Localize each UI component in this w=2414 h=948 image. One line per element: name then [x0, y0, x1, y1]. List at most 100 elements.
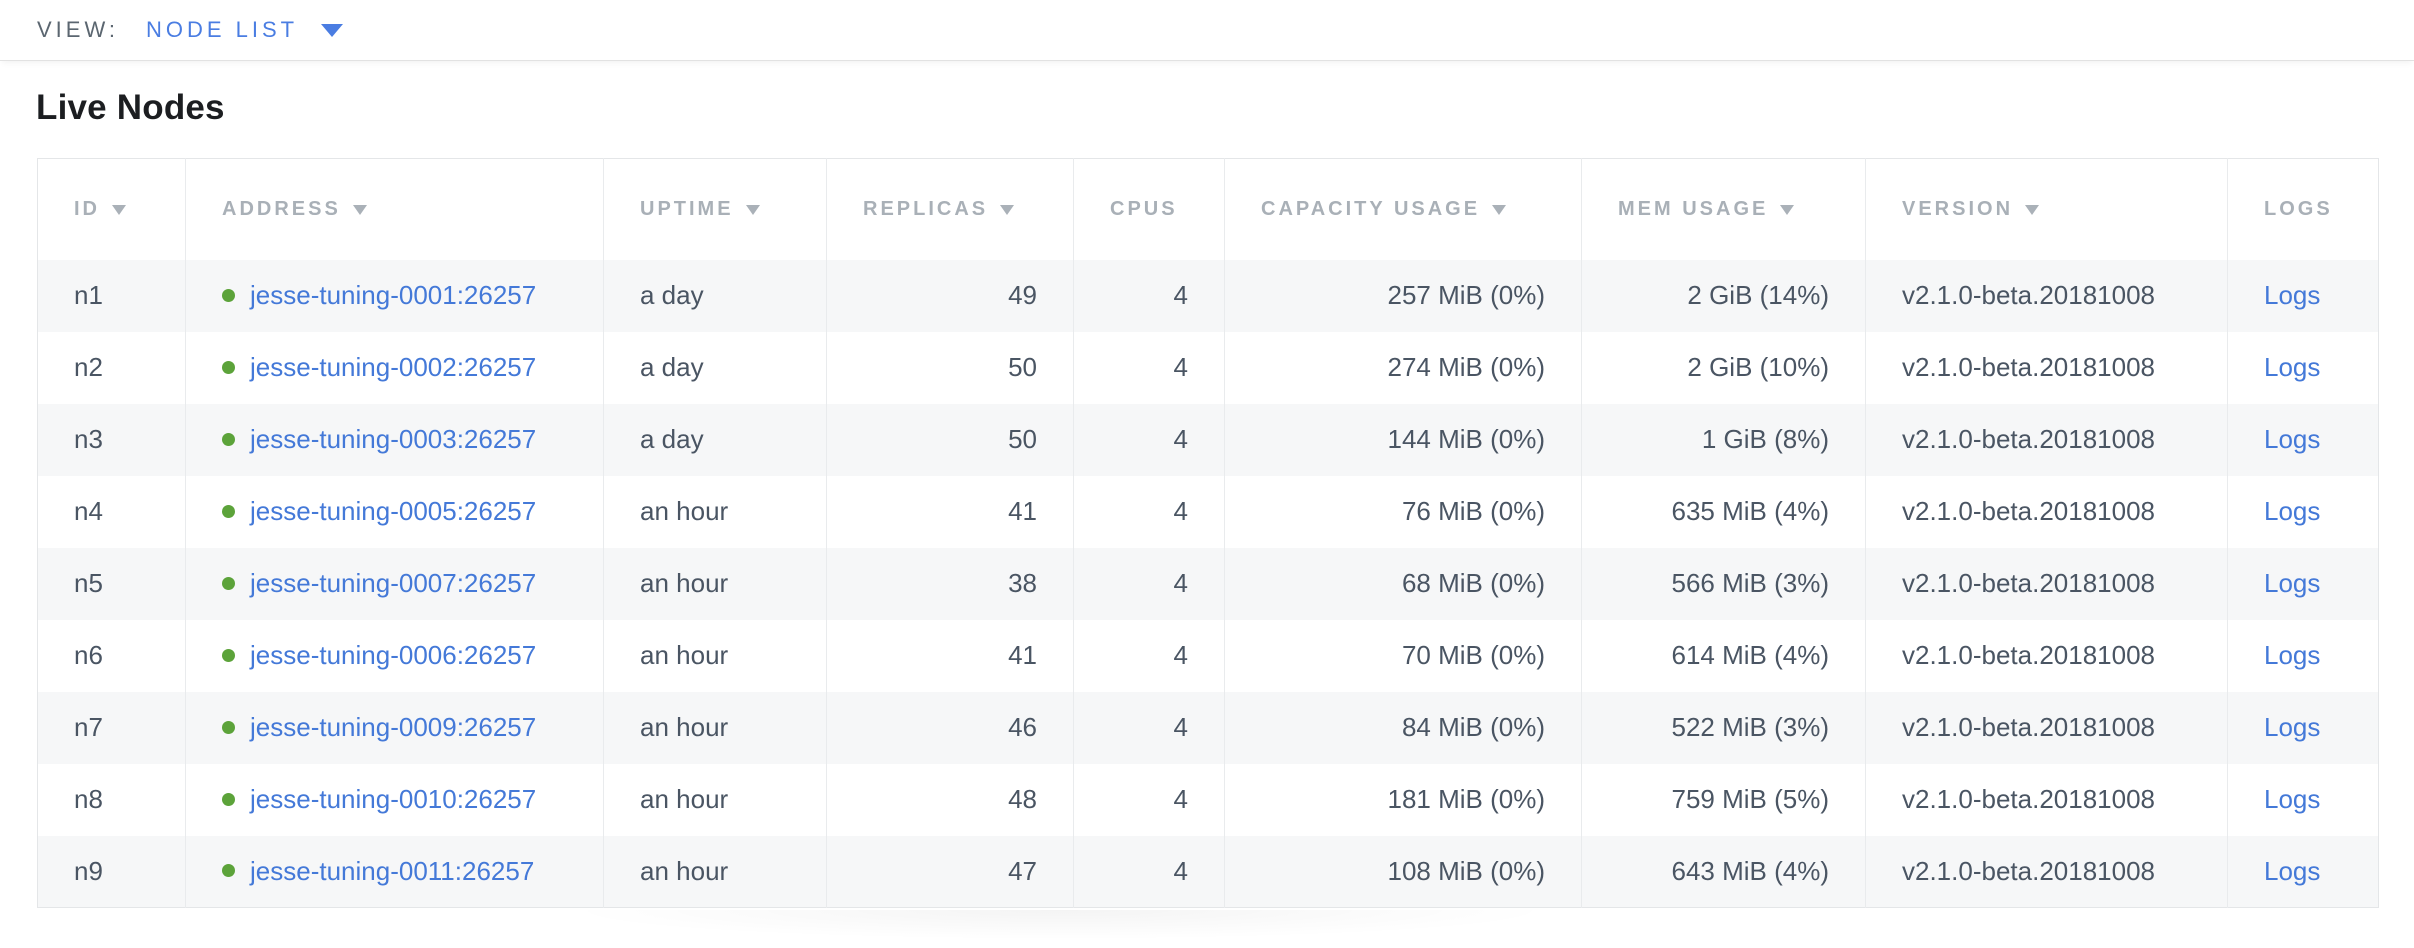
- table-row: n3 jesse-tuning-0003:26257 a day 50 4 144 MiB…: [37, 403, 2379, 476]
- node-mem-cell: 643 MiB (4%): [1581, 835, 1866, 908]
- node-version-cell: v2.1.0-beta.20181008: [1865, 691, 2228, 764]
- node-logs-cell: Logs: [2228, 260, 2379, 332]
- sort-desc-icon: [1780, 204, 1795, 215]
- column-header-replicas[interactable]: REPLICAS: [826, 158, 1074, 260]
- column-header-id[interactable]: ID: [37, 158, 186, 260]
- column-header-label: REPLICAS: [863, 197, 989, 220]
- node-mem-cell: 635 MiB (4%): [1581, 475, 1866, 548]
- chevron-down-icon: [321, 23, 344, 37]
- logs-link[interactable]: Logs: [2264, 280, 2321, 310]
- node-address-link[interactable]: jesse-tuning-0006:26257: [250, 640, 537, 670]
- node-address-cell: jesse-tuning-0007:26257: [185, 547, 604, 620]
- node-address-link[interactable]: jesse-tuning-0005:26257: [250, 496, 537, 526]
- table-row: n5 jesse-tuning-0007:26257 an hour 38 4 68 Mi…: [37, 547, 2379, 620]
- node-mem-cell: 759 MiB (5%): [1581, 763, 1866, 836]
- table-row: n9 jesse-tuning-0011:26257 an hour 47 4 108 M…: [37, 835, 2379, 908]
- node-id-cell: n5: [37, 547, 186, 620]
- column-header-label: ADDRESS: [222, 197, 341, 220]
- node-address-link[interactable]: jesse-tuning-0007:26257: [250, 568, 537, 598]
- node-address-cell: jesse-tuning-0002:26257: [185, 331, 604, 404]
- logs-link[interactable]: Logs: [2264, 352, 2321, 382]
- table-row: n1 jesse-tuning-0001:26257 a day 49 4 257 MiB…: [37, 259, 2379, 332]
- node-address-cell: jesse-tuning-0006:26257: [185, 619, 604, 692]
- column-header-address[interactable]: ADDRESS: [185, 158, 604, 260]
- view-selected-value: NODE LIST: [145, 17, 299, 42]
- node-cpus-cell: 4: [1073, 547, 1225, 620]
- node-mem-cell: 522 MiB (3%): [1581, 691, 1866, 764]
- node-mem-cell: 614 MiB (4%): [1581, 619, 1866, 692]
- node-capacity-cell: 76 MiB (0%): [1224, 475, 1582, 548]
- node-cpus-cell: 4: [1073, 619, 1225, 692]
- column-header-mem[interactable]: MEM USAGE: [1581, 158, 1866, 260]
- page-title: Live Nodes: [36, 88, 225, 127]
- node-mem-cell: 2 GiB (10%): [1581, 331, 1866, 404]
- node-id-cell: n6: [37, 619, 186, 692]
- node-address-cell: jesse-tuning-0010:26257: [185, 763, 604, 836]
- node-version-cell: v2.1.0-beta.20181008: [1865, 763, 2228, 836]
- node-capacity-cell: 70 MiB (0%): [1224, 619, 1582, 692]
- node-status-live-icon: [222, 504, 235, 518]
- logs-link[interactable]: Logs: [2264, 424, 2321, 454]
- node-status-live-icon: [222, 288, 235, 302]
- node-id-cell: n3: [37, 403, 186, 476]
- node-address-link[interactable]: jesse-tuning-0002:26257: [250, 352, 537, 382]
- node-address-cell: jesse-tuning-0009:26257: [185, 691, 604, 764]
- node-cpus-cell: 4: [1073, 691, 1225, 764]
- column-header-version[interactable]: VERSION: [1865, 158, 2228, 260]
- node-replicas-cell: 41: [826, 475, 1074, 548]
- node-replicas-cell: 46: [826, 691, 1074, 764]
- node-logs-cell: Logs: [2228, 332, 2379, 404]
- node-logs-cell: Logs: [2228, 836, 2379, 908]
- column-header-uptime[interactable]: UPTIME: [603, 158, 827, 260]
- node-replicas-cell: 50: [826, 403, 1074, 476]
- node-capacity-cell: 181 MiB (0%): [1224, 763, 1582, 836]
- column-header-label: CAPACITY USAGE: [1261, 197, 1481, 220]
- view-selector-dropdown[interactable]: NODE LIST: [145, 17, 344, 43]
- node-capacity-cell: 257 MiB (0%): [1224, 259, 1582, 332]
- logs-link[interactable]: Logs: [2264, 712, 2321, 742]
- column-header-logs: LOGS: [2228, 159, 2379, 260]
- logs-link[interactable]: Logs: [2264, 640, 2321, 670]
- node-capacity-cell: 144 MiB (0%): [1224, 403, 1582, 476]
- table-header-row: ID ADDRESS UPTIME REPLICAS CPUS CAPACITY USAG…: [37, 158, 2379, 260]
- node-capacity-cell: 68 MiB (0%): [1224, 547, 1582, 620]
- node-version-cell: v2.1.0-beta.20181008: [1865, 547, 2228, 620]
- node-replicas-cell: 50: [826, 331, 1074, 404]
- logs-link[interactable]: Logs: [2264, 568, 2321, 598]
- node-address-cell: jesse-tuning-0003:26257: [185, 403, 604, 476]
- live-nodes-table: ID ADDRESS UPTIME REPLICAS CPUS CAPACITY USAG…: [37, 158, 2379, 908]
- table-row: n2 jesse-tuning-0002:26257 a day 50 4 274 MiB…: [37, 331, 2379, 404]
- node-address-link[interactable]: jesse-tuning-0010:26257: [250, 784, 537, 814]
- sort-desc-icon: [1492, 204, 1507, 215]
- column-header-cpus: CPUS: [1073, 158, 1225, 260]
- node-capacity-cell: 84 MiB (0%): [1224, 691, 1582, 764]
- node-address-cell: jesse-tuning-0001:26257: [185, 259, 604, 332]
- node-uptime-cell: a day: [603, 331, 827, 404]
- column-header-label: UPTIME: [640, 197, 734, 220]
- node-address-link[interactable]: jesse-tuning-0003:26257: [250, 424, 537, 454]
- column-header-capacity[interactable]: CAPACITY USAGE: [1224, 158, 1582, 260]
- node-version-cell: v2.1.0-beta.20181008: [1865, 619, 2228, 692]
- node-cpus-cell: 4: [1073, 763, 1225, 836]
- logs-link[interactable]: Logs: [2264, 855, 2321, 886]
- node-address-link[interactable]: jesse-tuning-0001:26257: [250, 280, 537, 310]
- logs-link[interactable]: Logs: [2264, 496, 2321, 526]
- node-cpus-cell: 4: [1073, 331, 1225, 404]
- node-status-live-icon: [222, 432, 235, 446]
- sort-desc-icon: [112, 204, 126, 215]
- node-replicas-cell: 49: [826, 259, 1074, 332]
- node-uptime-cell: an hour: [603, 475, 827, 548]
- logs-link[interactable]: Logs: [2264, 784, 2321, 814]
- node-mem-cell: 566 MiB (3%): [1581, 547, 1866, 620]
- column-header-label: LOGS: [2264, 197, 2333, 220]
- node-status-live-icon: [222, 720, 235, 734]
- node-address-link[interactable]: jesse-tuning-0009:26257: [250, 712, 537, 742]
- next-section-shadow: [560, 910, 1560, 940]
- node-uptime-cell: a day: [603, 403, 827, 476]
- node-address-link[interactable]: jesse-tuning-0011:26257: [250, 855, 535, 886]
- node-address-cell: jesse-tuning-0011:26257: [185, 835, 604, 908]
- node-uptime-cell: an hour: [603, 691, 827, 764]
- node-version-cell: v2.1.0-beta.20181008: [1865, 331, 2228, 404]
- node-id-cell: n8: [37, 763, 186, 836]
- node-logs-cell: Logs: [2228, 476, 2379, 548]
